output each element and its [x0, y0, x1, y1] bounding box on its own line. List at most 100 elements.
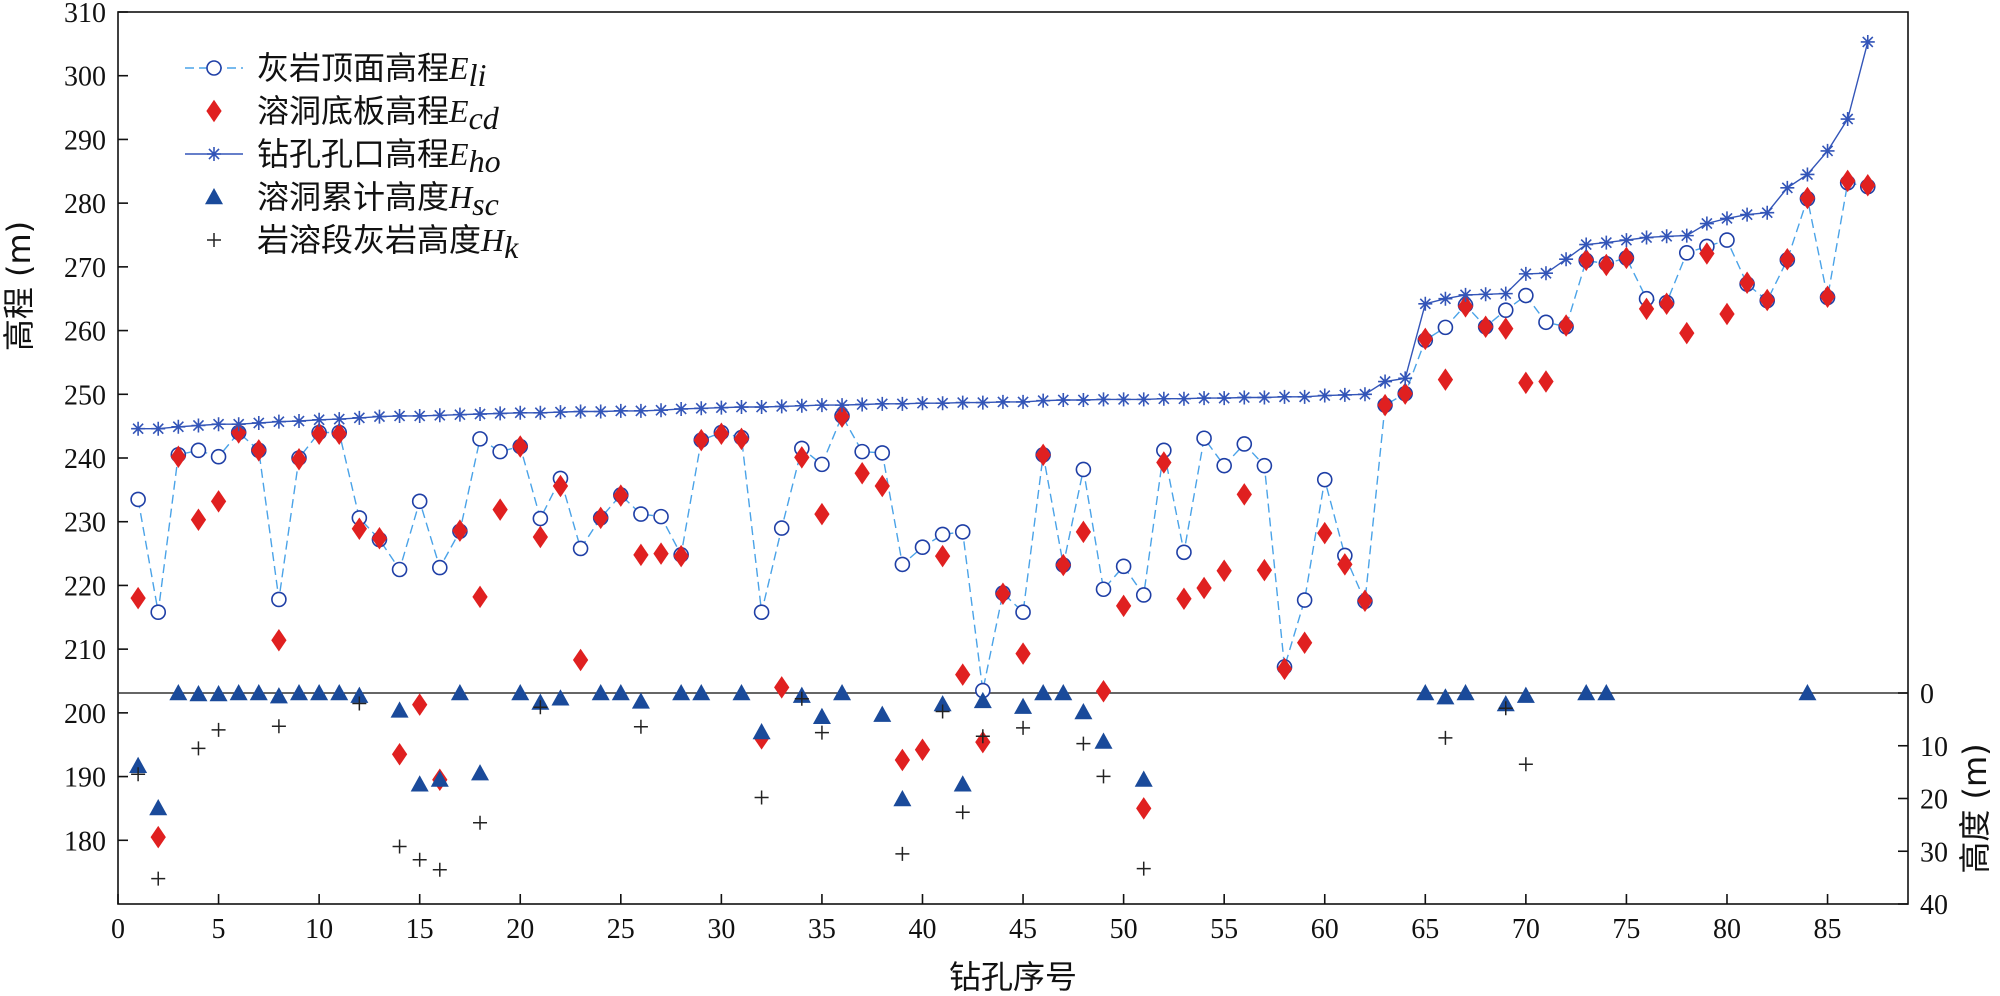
borehole_top-point: [271, 414, 286, 429]
limestone_top-point: [1256, 457, 1273, 474]
borehole_top-point: [794, 398, 809, 413]
borehole_top-point: [1719, 211, 1734, 226]
series-cave_floor: [130, 169, 1876, 849]
karst_height-point: [1136, 861, 1151, 876]
cave_height-point: [1436, 688, 1455, 705]
borehole_top-point: [1076, 393, 1091, 408]
limestone_top-point: [210, 448, 227, 465]
cave_height-point: [430, 770, 449, 787]
borehole_top-point: [895, 396, 910, 411]
borehole_top-point: [1740, 207, 1755, 222]
cave_floor-point: [814, 502, 830, 526]
cave_floor-point: [291, 448, 307, 471]
cave_floor-point: [955, 663, 971, 686]
borehole_top-point: [995, 394, 1010, 409]
cave_floor-point: [1216, 559, 1232, 583]
borehole_top-point: [1780, 180, 1795, 195]
cave_height-point: [1054, 684, 1073, 701]
borehole_top-point: [1760, 205, 1775, 220]
x-axis-title: 钻孔序号: [949, 958, 1077, 996]
borehole_top-point: [1820, 143, 1835, 158]
borehole_top-point: [432, 408, 447, 423]
cave_height-point: [1456, 684, 1475, 701]
borehole_top-point: [1217, 391, 1232, 406]
x-tick-label: 0: [111, 914, 125, 945]
x-tick-label: 15: [406, 914, 434, 945]
borehole_top-point: [251, 415, 266, 430]
series-borehole_top: [131, 34, 1875, 436]
cave_floor-point: [1256, 558, 1273, 582]
cave_floor-point: [1799, 186, 1816, 210]
cave_height-point: [1416, 684, 1435, 701]
limestone_top-line: [137, 181, 1868, 691]
x-tick-label: 70: [1512, 914, 1540, 945]
cave_floor-point: [1558, 314, 1574, 337]
cave_floor-point: [1196, 576, 1212, 600]
y-left-tick-label: 190: [64, 763, 106, 794]
borehole_top-point: [1056, 393, 1071, 408]
legend-marker: [205, 188, 223, 205]
borehole_top-point: [1277, 389, 1292, 404]
borehole_top-point: [231, 417, 246, 432]
cave_floor-point: [532, 525, 549, 549]
cave_floor-point: [391, 743, 408, 766]
borehole_top-point: [1860, 34, 1875, 49]
cave_floor-point: [1719, 302, 1735, 326]
borehole_top-point: [131, 421, 146, 436]
limestone_top-point: [914, 539, 931, 556]
cave_floor-point: [492, 498, 508, 521]
legend-item-cave_floor: 溶洞底板高程Ecd: [206, 92, 500, 136]
limestone_top-point: [532, 510, 549, 527]
cave_floor-point: [633, 543, 649, 567]
x-tick-label: 65: [1411, 914, 1439, 945]
series-karst_height: [131, 691, 1533, 886]
borehole_top-point: [573, 404, 588, 419]
borehole_top-point: [191, 418, 206, 433]
y-right-tick-label: 30: [1920, 837, 1948, 868]
karst_height-point: [412, 852, 427, 867]
karst_height-point: [1016, 720, 1031, 735]
cave_floor-point: [995, 582, 1011, 605]
karst_height-point: [1498, 701, 1513, 716]
borehole_top-point: [493, 406, 508, 421]
karst_height-point: [151, 871, 166, 886]
borehole_top-point: [292, 414, 307, 429]
borehole_top-point: [1800, 167, 1815, 182]
borehole_top-point: [1438, 291, 1453, 306]
cave_floor-point: [150, 825, 166, 849]
x-tick-label: 85: [1814, 914, 1842, 945]
cave_floor-point: [673, 544, 689, 568]
borehole_top-point: [1518, 266, 1533, 281]
axis-ticks: 0 5 10 15 20 25 30 35 40 45 50 55 60 65 70 75 80 85 180 190…: [64, 0, 1948, 945]
cave_floor-point: [1296, 631, 1313, 655]
cave_floor-point: [351, 517, 367, 540]
borehole_top-point: [754, 400, 769, 415]
karst_height-point: [271, 719, 286, 734]
cave_floor-point: [1397, 382, 1413, 405]
y-left-tick-label: 310: [64, 0, 106, 29]
cave_floor-point: [1236, 483, 1252, 506]
cave_floor-point: [1317, 521, 1333, 545]
cave_floor-point: [1759, 288, 1775, 312]
cave_height-point: [1034, 684, 1053, 701]
borehole_top-point: [473, 407, 488, 422]
borehole_top-point: [915, 396, 930, 411]
cave_floor-point: [190, 508, 207, 532]
cave_floor-point: [1618, 246, 1635, 270]
karst_height-point: [1076, 736, 1091, 751]
limestone_top-point: [1538, 314, 1554, 331]
borehole_top-point: [1699, 216, 1714, 231]
borehole_top-point: [1317, 388, 1332, 403]
borehole_top-point: [1538, 266, 1553, 281]
borehole_top-point: [875, 396, 890, 411]
legend-label: 岩溶段灰岩高度Hk: [257, 221, 519, 265]
borehole_top-point: [1016, 394, 1031, 409]
cave_height-point: [933, 695, 952, 712]
limestone_top-point: [1236, 436, 1253, 452]
cave_height-point: [833, 684, 852, 701]
borehole_top-point: [1679, 228, 1694, 243]
legend-marker: [206, 60, 222, 76]
borehole_top-point: [1176, 391, 1191, 406]
cave_floor-point: [1075, 520, 1092, 544]
limestone_top-point: [1196, 430, 1212, 447]
